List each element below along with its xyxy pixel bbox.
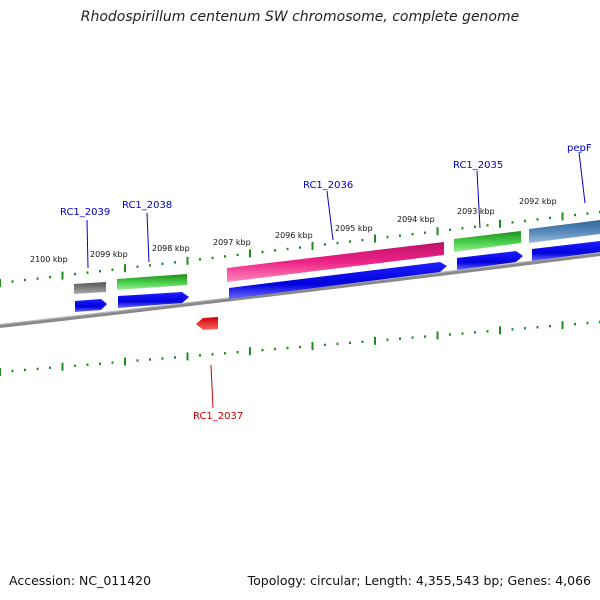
- genome-summary: Topology: circular; Length: 4,355,543 bp…: [247, 573, 591, 588]
- tick-track: [0, 210, 600, 376]
- gene-label: RC1_2037: [193, 411, 243, 422]
- accession-text: Accession: NC_011420: [9, 573, 152, 588]
- kbp-label: 2100 kbp: [30, 255, 68, 264]
- gene-rc1-2036[interactable]: RC1_2036: [227, 180, 447, 299]
- kbp-label: 2096 kbp: [275, 231, 313, 240]
- kbp-label: 2093 kbp: [457, 207, 495, 216]
- gene-pepf[interactable]: pepF: [529, 143, 600, 261]
- gene-label: RC1_2036: [303, 180, 353, 191]
- kbp-label: 2098 kbp: [152, 244, 190, 253]
- gene-label: pepF: [567, 143, 592, 154]
- kbp-label: 2097 kbp: [213, 238, 251, 247]
- page-title: Rhodospirillum centenum SW chromosome, c…: [80, 9, 520, 25]
- gene-rc1-2038[interactable]: RC1_2038: [117, 200, 189, 308]
- gene-label: RC1_2039: [60, 207, 110, 218]
- gene-label: RC1_2038: [122, 200, 172, 211]
- gene-rc1-2035[interactable]: RC1_2035: [453, 160, 523, 270]
- kbp-label: 2099 kbp: [90, 250, 128, 259]
- chromosome-backbone: [0, 252, 600, 328]
- gene-rc1-2039[interactable]: RC1_2039: [60, 207, 110, 312]
- kbp-label: 2094 kbp: [397, 215, 435, 224]
- kbp-label: 2092 kbp: [519, 197, 557, 206]
- gene-rc1-2037[interactable]: RC1_2037: [193, 317, 243, 422]
- gene-label: RC1_2035: [453, 160, 503, 171]
- kbp-label: 2095 kbp: [335, 224, 373, 233]
